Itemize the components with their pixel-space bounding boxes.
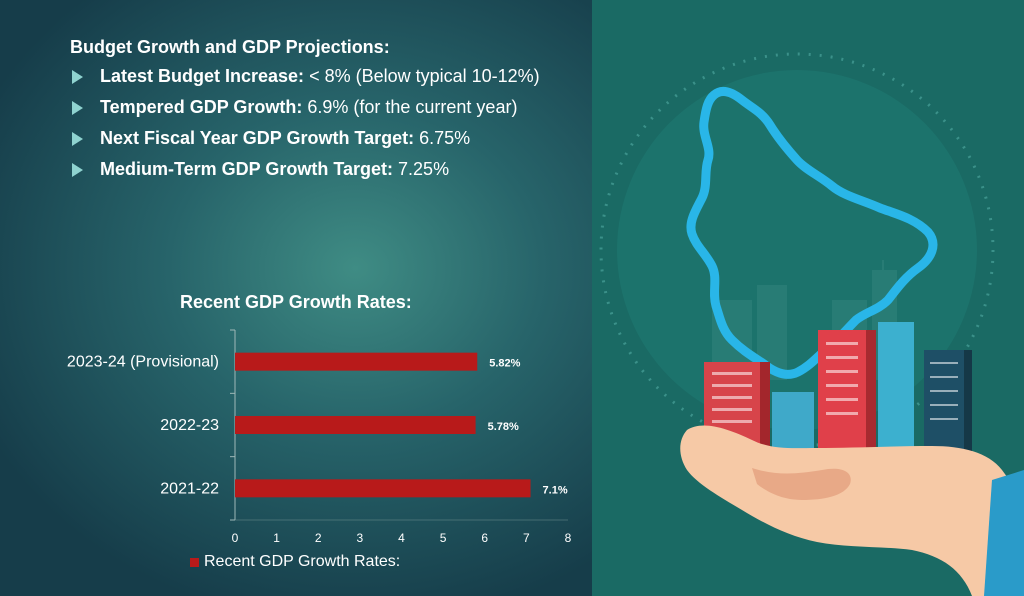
category-label: 2021-22	[160, 480, 219, 497]
bullet-tempered-gdp: Tempered GDP Growth: 6.9% (for the curre…	[70, 97, 590, 118]
x-tick-label: 0	[232, 531, 239, 545]
bullet-value: 7.25%	[393, 159, 450, 179]
x-tick-label: 7	[523, 531, 530, 545]
bullet-next-fiscal-target: Next Fiscal Year GDP Growth Target: 6.75…	[70, 128, 590, 149]
legend-swatch	[190, 557, 199, 567]
gdp-bar-chart: 2023-24 (Provisional) 5.82%2022-23 5.78%20…	[67, 329, 572, 545]
category-label: 2023-24 (Provisional)	[67, 354, 219, 371]
bullet-value: 6.9% (for the current year)	[302, 97, 518, 117]
x-tick-label: 8	[565, 531, 572, 545]
bullet-value: < 8% (Below typical 10-12%)	[304, 66, 540, 86]
x-tick-label: 2	[315, 531, 322, 545]
chart-title: Recent GDP Growth Rates:	[180, 292, 412, 312]
hand-shadow-icon	[752, 468, 851, 500]
section-heading: Budget Growth and GDP Projections:	[70, 37, 390, 57]
x-tick-label: 4	[398, 531, 405, 545]
bar-2	[235, 479, 531, 498]
category-label: 2022-23	[160, 417, 219, 434]
data-label: 5.82%	[489, 358, 520, 370]
legend-label: Recent GDP Growth Rates:	[204, 553, 401, 570]
india-city-hand-illustration	[599, 52, 1024, 596]
bullet-arrow-icon	[72, 101, 83, 115]
x-tick-label: 1	[273, 531, 280, 545]
bullet-medium-term-target: Medium-Term GDP Growth Target: 7.25%	[70, 159, 590, 180]
sleeve-icon	[984, 470, 1024, 596]
bar-1	[235, 416, 476, 434]
bullet-label: Next Fiscal Year GDP Growth Target:	[100, 128, 415, 148]
bullet-label: Medium-Term GDP Growth Target:	[100, 159, 394, 179]
bullet-arrow-icon	[72, 132, 83, 146]
bar-0	[235, 352, 478, 371]
city-buildings-icon	[704, 322, 972, 452]
projection-list: Latest Budget Increase: < 8% (Below typi…	[70, 66, 590, 190]
x-tick-label: 6	[481, 531, 488, 545]
dotted-ring-icon	[599, 52, 995, 448]
bullet-value: 6.75%	[414, 128, 471, 148]
bullet-label: Tempered GDP Growth:	[100, 97, 303, 117]
building-windows-icon	[712, 342, 958, 423]
data-label: 5.78%	[488, 421, 519, 433]
bullet-arrow-icon	[72, 70, 83, 84]
bullet-label: Latest Budget Increase:	[100, 66, 305, 86]
bullet-budget-increase: Latest Budget Increase: < 8% (Below typi…	[70, 66, 590, 87]
hand-icon	[680, 425, 1024, 596]
x-tick-label: 3	[357, 531, 364, 545]
data-label: 7.1%	[543, 484, 568, 496]
bullet-arrow-icon	[72, 163, 83, 177]
x-tick-label: 5	[440, 531, 447, 545]
chart-legend: Recent GDP Growth Rates:	[190, 553, 400, 571]
